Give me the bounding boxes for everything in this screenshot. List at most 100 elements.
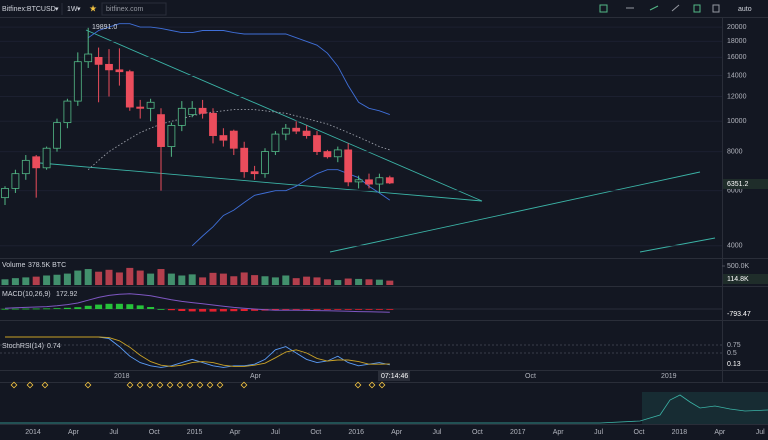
tool-icon[interactable] <box>671 4 680 12</box>
price-tick-label: 16000 <box>727 54 747 61</box>
macd-histogram-bar <box>355 309 363 310</box>
stoch-label: StochRSI(14) <box>2 343 44 350</box>
macd-histogram-bar <box>22 308 30 310</box>
volume-bar <box>323 279 331 285</box>
event-marker <box>136 381 144 389</box>
band-lower <box>191 169 391 247</box>
trend-line <box>85 29 483 202</box>
macd-value: 172.92 <box>56 291 78 298</box>
stoch-d-line <box>5 336 390 367</box>
candle-body <box>1 188 9 199</box>
tool-icon[interactable] <box>649 5 659 11</box>
candle-body <box>94 56 103 65</box>
candle-body <box>177 107 186 126</box>
navigator-line <box>0 394 768 424</box>
candle-body <box>333 149 342 158</box>
volume-bar <box>386 280 394 285</box>
volume-bar <box>251 275 259 285</box>
volume-bar <box>292 278 300 285</box>
macd-histogram-bar <box>375 309 383 310</box>
candle-body <box>32 156 41 169</box>
candle-body <box>292 127 301 132</box>
macd-histogram-bar <box>11 308 19 310</box>
symbol[interactable]: Bitfinex:BTCUSD <box>2 6 56 13</box>
band-upper <box>87 23 390 116</box>
macd-label: MACD(10,26,9) <box>2 291 51 298</box>
macd-histogram-bar <box>74 307 82 309</box>
price-tick-label: 20000 <box>727 24 747 31</box>
volume-tick-label: 500.0K <box>727 263 750 270</box>
stoch-k-line <box>5 336 390 368</box>
volume-bar <box>157 269 165 285</box>
volume-bar <box>1 279 9 285</box>
volume-bar <box>230 276 238 285</box>
macd-histogram-bar <box>323 309 331 310</box>
volume-bar <box>188 274 196 285</box>
navigator-label: Jul <box>756 429 765 436</box>
event-marker <box>196 381 204 389</box>
volume-last-tag <box>723 274 768 284</box>
macd-histogram-bar <box>386 309 394 310</box>
candle-body <box>271 133 280 152</box>
favorite-star[interactable]: ★ <box>89 3 97 13</box>
macd-histogram-bar <box>251 309 259 311</box>
volume-bar <box>63 273 71 285</box>
tool-icon[interactable] <box>693 4 701 13</box>
volume-pane: 500.0K <box>1 263 750 285</box>
event-marker <box>206 381 214 389</box>
navigator-window[interactable] <box>642 392 768 424</box>
volume-bar <box>271 277 279 285</box>
price-pane: 4000 6000 8000 10000 12000 14000 16000 18000 200… <box>0 23 747 250</box>
navigator-label: Oct <box>149 429 160 436</box>
candle-body <box>105 63 113 71</box>
macd-histogram-bar <box>230 309 238 312</box>
volume-bar <box>219 273 227 285</box>
volume-bar <box>167 273 175 285</box>
volume-bar <box>355 278 363 285</box>
navigator-label: Apr <box>68 429 80 436</box>
tool-icon[interactable] <box>599 4 608 13</box>
compare-box[interactable] <box>101 2 167 16</box>
event-marker <box>84 381 92 389</box>
candle-body <box>11 173 20 189</box>
macd-histogram-bar <box>271 309 279 311</box>
event-marker <box>156 381 164 389</box>
time-axis: 2018 Apr 07:14:46 Oct 2019 <box>114 371 677 381</box>
macd-histogram-bar <box>43 308 51 310</box>
price-tick-label: 6000 <box>727 188 743 195</box>
volume-bar <box>105 269 113 285</box>
tool-icon[interactable] <box>712 4 720 13</box>
volume-bar <box>240 272 248 285</box>
candle-body <box>250 171 259 175</box>
last-price: 6351.2 <box>727 181 749 188</box>
candle-body <box>42 147 51 169</box>
navigator-label: Jul <box>271 429 280 436</box>
macd-histogram-bar <box>53 308 61 309</box>
macd-histogram-bar <box>136 305 144 309</box>
navigator-label: Jul <box>109 429 118 436</box>
toolbar-bg <box>0 0 768 17</box>
price-tick-label: 12000 <box>727 93 747 100</box>
volume-bar <box>282 275 290 285</box>
compare-source[interactable]: bitfinex.com <box>106 6 144 13</box>
volume-bar <box>22 277 30 285</box>
scale-mode[interactable]: auto <box>738 6 752 13</box>
high-label: 19891.0 <box>92 24 117 31</box>
volume-bar <box>344 278 352 285</box>
candle-body <box>115 69 124 73</box>
volume-bar <box>126 267 134 285</box>
navigator-label: 2014 <box>25 429 41 436</box>
candle-body <box>198 107 207 114</box>
interval[interactable]: 1W <box>67 6 78 13</box>
price-tick-label: 4000 <box>727 243 743 250</box>
volume-bar <box>334 280 342 285</box>
navigator-label: 2018 <box>672 429 688 436</box>
volume-bar <box>32 276 40 285</box>
candle-body <box>313 135 321 152</box>
candle-body <box>344 149 353 183</box>
cursor-tag <box>378 371 410 381</box>
interval-caret[interactable]: ▾ <box>77 6 81 13</box>
volume-bar <box>95 271 103 285</box>
symbol-caret[interactable]: ▾ <box>55 6 59 13</box>
macd-histogram-bar <box>84 305 92 309</box>
